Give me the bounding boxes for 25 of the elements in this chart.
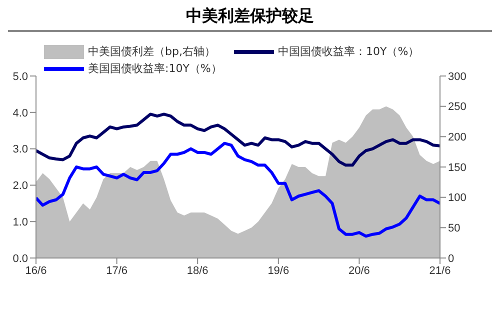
y2-tick-label: 100 bbox=[448, 192, 466, 204]
legend-label: 中美国债利差（bp,右轴） bbox=[88, 44, 216, 59]
line-series bbox=[36, 112, 440, 167]
y2-tick-label: 50 bbox=[448, 222, 460, 235]
y2-tick-label: 200 bbox=[448, 132, 466, 144]
y-tick-label: 5.0 bbox=[12, 70, 28, 83]
line-series bbox=[36, 142, 440, 238]
x-tick-label: 18/6 bbox=[186, 264, 208, 277]
y-tick-label: 1.0 bbox=[12, 216, 28, 229]
x-tick-label: 21/6 bbox=[429, 264, 451, 277]
x-tick-label: 20/6 bbox=[348, 264, 370, 277]
y-tick-label: 3.0 bbox=[12, 144, 28, 156]
y2-tick-label: 150 bbox=[448, 162, 466, 174]
chart-title: 中美利差保护较足 bbox=[185, 5, 315, 27]
y-tick-label: 0.0 bbox=[12, 252, 28, 265]
x-tick-label: 16/6 bbox=[25, 264, 47, 277]
y2-tick-label: 250 bbox=[448, 101, 466, 114]
y-tick-label: 4.0 bbox=[12, 107, 28, 120]
y2-tick-label: 300 bbox=[448, 70, 466, 83]
y2-tick-label: 0 bbox=[448, 252, 454, 265]
y-tick-label: 2.0 bbox=[12, 180, 28, 192]
legend-label: 中国国债收益率：10Y（%） bbox=[278, 44, 420, 59]
x-tick-label: 17/6 bbox=[106, 264, 128, 277]
x-tick-label: 19/6 bbox=[268, 264, 290, 277]
legend-label: 美国国债收益率:10Y（%） bbox=[88, 61, 222, 76]
